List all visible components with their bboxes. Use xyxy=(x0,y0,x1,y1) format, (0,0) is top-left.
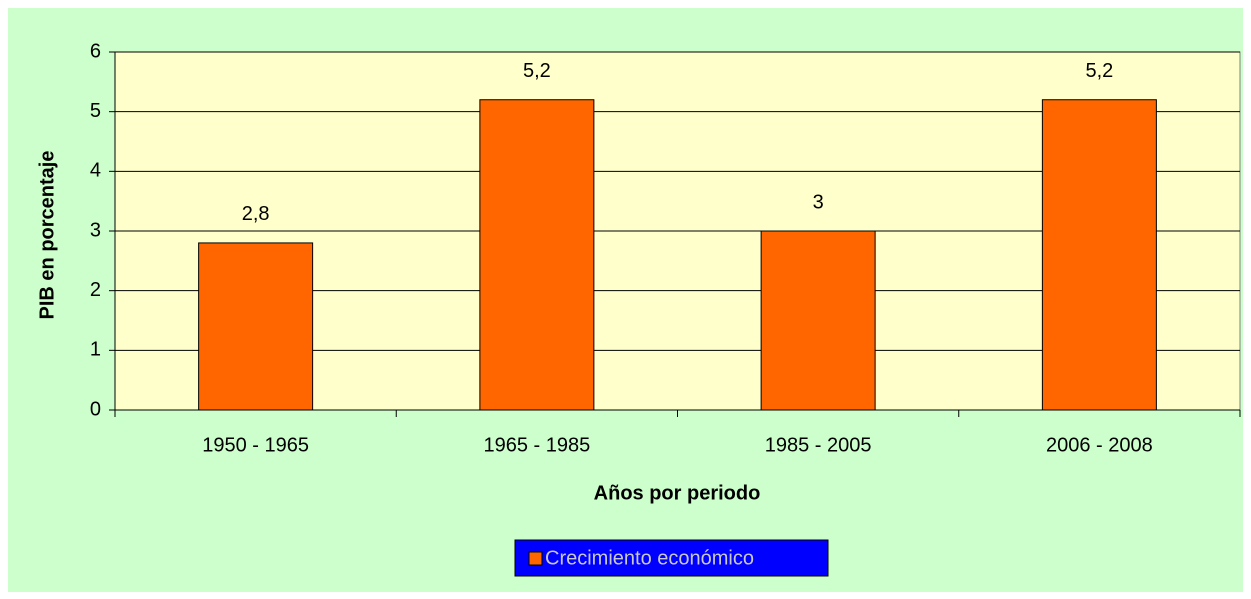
y-tick-label: 5 xyxy=(90,100,101,122)
bar xyxy=(760,230,876,411)
y-tick-label: 4 xyxy=(90,160,101,182)
legend xyxy=(514,539,829,577)
data-label: 5,2 xyxy=(1085,60,1113,82)
y-tick-label: 0 xyxy=(90,398,101,420)
y-tick-label: 1 xyxy=(90,339,101,361)
x-tick-label: 2006 - 2008 xyxy=(1046,434,1153,456)
x-axis-title: Años por periodo xyxy=(594,482,761,504)
y-tick-label: 3 xyxy=(90,219,101,241)
bar xyxy=(1041,99,1157,411)
x-tick-label: 1965 - 1985 xyxy=(483,434,590,456)
y-tick-label: 2 xyxy=(90,279,101,301)
bar xyxy=(198,242,314,411)
data-label: 2,8 xyxy=(242,203,270,225)
y-tick-label: 6 xyxy=(90,40,101,62)
data-label: 5,2 xyxy=(523,60,551,82)
bar xyxy=(479,99,595,411)
legend-label: Crecimiento económico xyxy=(545,547,754,569)
y-axis-title: PIB en porcentaje xyxy=(36,151,58,320)
x-tick-label: 1985 - 2005 xyxy=(765,434,872,456)
data-label: 3 xyxy=(813,191,824,213)
x-tick-label: 1950 - 1965 xyxy=(202,434,309,456)
legend-swatch xyxy=(528,551,543,566)
